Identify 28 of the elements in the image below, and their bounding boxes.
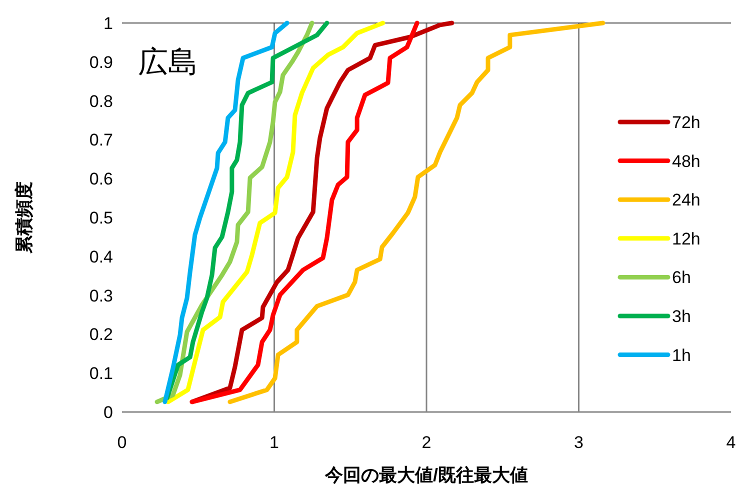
legend-label: 12h <box>672 229 700 248</box>
x-tick-label: 2 <box>422 433 432 452</box>
legend-label: 72h <box>672 113 700 132</box>
x-tick-label: 1 <box>270 433 279 452</box>
y-tick-label: 0.3 <box>89 286 113 306</box>
y-tick-label: 0.9 <box>89 52 113 72</box>
legend-label: 1h <box>672 346 691 365</box>
y-axis-title: 累積頻度 <box>14 182 34 254</box>
legend-label: 48h <box>672 152 700 171</box>
y-tick-label: 0.8 <box>89 92 113 111</box>
y-tick-label: 0.5 <box>89 208 113 228</box>
x-axis-title: 今回の最大値/既往最大値 <box>324 465 528 485</box>
legend-label: 24h <box>672 190 700 210</box>
y-tick-label: 0.6 <box>89 170 113 189</box>
y-tick-label: 0.4 <box>89 247 113 266</box>
y-tick-label: 0.1 <box>89 364 113 384</box>
line-series <box>228 20 606 404</box>
text: 広島 <box>138 46 198 79</box>
legend-label: 3h <box>672 307 691 326</box>
y-tick-label: 0 <box>104 403 113 422</box>
y-tick-label: 0.7 <box>89 130 113 150</box>
x-tick-label: 0 <box>117 433 127 452</box>
legend-label: 6h <box>672 268 691 288</box>
y-tick-label: 0.2 <box>89 325 113 344</box>
x-tick-label: 3 <box>574 433 584 452</box>
x-tick-label: 4 <box>726 433 736 452</box>
y-tick-label: 1 <box>104 14 113 33</box>
line-series <box>166 20 386 404</box>
